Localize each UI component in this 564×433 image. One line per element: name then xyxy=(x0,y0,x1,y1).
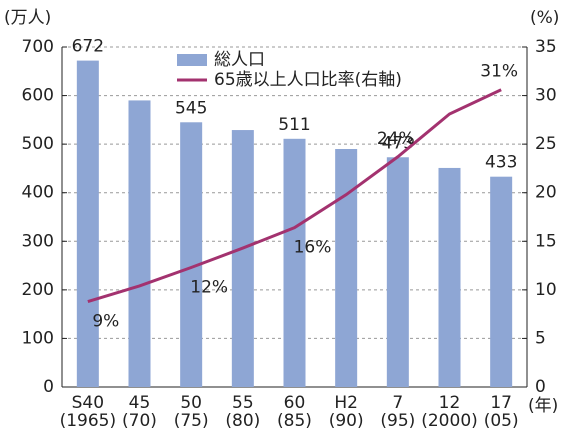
legend-swatch xyxy=(177,54,207,66)
x-tick-label: S40 xyxy=(72,393,104,413)
y-tick-label: 700 xyxy=(22,37,54,57)
y2-unit-label: (%) xyxy=(530,8,559,28)
y-tick-label: 500 xyxy=(22,134,54,154)
bar xyxy=(335,149,358,387)
bar-value-label: 672 xyxy=(72,37,104,57)
x-tick-year: (85) xyxy=(277,411,312,429)
x-unit-label: (年) xyxy=(528,396,558,416)
bar xyxy=(231,130,254,388)
x-tick-label: 50 xyxy=(180,393,202,413)
x-tick-year: (70) xyxy=(122,411,157,429)
bar xyxy=(76,60,99,387)
bar xyxy=(386,157,409,387)
x-tick-year: (80) xyxy=(225,411,260,429)
y2-tick-label: 10 xyxy=(535,280,557,300)
x-tick-year: (2000) xyxy=(421,411,478,429)
y2-tick-label: 5 xyxy=(535,328,546,348)
bar xyxy=(128,100,151,387)
y-unit-label: (万人) xyxy=(4,8,51,28)
x-tick-label: 45 xyxy=(129,393,151,413)
x-tick-year: (75) xyxy=(174,411,209,429)
line-value-label: 31% xyxy=(480,62,518,82)
legend-label: 総人口 xyxy=(214,50,265,70)
x-tick-label: 55 xyxy=(232,393,254,413)
y-tick-label: 300 xyxy=(22,231,54,251)
y2-tick-label: 0 xyxy=(535,377,546,397)
x-tick-year: (1965) xyxy=(60,411,117,429)
bar xyxy=(283,138,306,387)
y2-tick-label: 30 xyxy=(535,86,557,106)
line-value-label: 12% xyxy=(190,278,228,298)
y-tick-label: 400 xyxy=(22,183,54,203)
line-value-label: 16% xyxy=(294,238,332,258)
x-tick-year: (95) xyxy=(380,411,415,429)
bar-value-label: 545 xyxy=(175,98,207,118)
line xyxy=(87,88,502,303)
x-tick-year: (90) xyxy=(329,411,364,429)
y2-tick-label: 15 xyxy=(535,231,557,251)
bar xyxy=(490,176,513,387)
x-tick-label: H2 xyxy=(334,393,358,413)
bar xyxy=(180,122,203,388)
line-value-label: 24% xyxy=(377,129,415,149)
y2-tick-label: 25 xyxy=(535,134,557,154)
x-tick-label: 7 xyxy=(392,393,403,413)
bar-value-label: 433 xyxy=(485,153,517,173)
y-tick-label: 600 xyxy=(22,86,54,106)
line-value-label: 9% xyxy=(92,312,119,332)
legend-label: 65歳以上人口比率(右軸) xyxy=(214,70,402,90)
y2-tick-label: 35 xyxy=(535,37,557,57)
y-tick-label: 200 xyxy=(22,280,54,300)
y-tick-label: 100 xyxy=(22,328,54,348)
bar xyxy=(438,167,461,387)
x-tick-label: 60 xyxy=(284,393,306,413)
y-tick-label: 0 xyxy=(43,377,54,397)
bar-value-label: 511 xyxy=(278,115,310,135)
y2-tick-label: 20 xyxy=(535,183,557,203)
x-tick-year: (05) xyxy=(484,411,519,429)
x-tick-label: 17 xyxy=(490,393,512,413)
x-tick-label: 12 xyxy=(439,393,461,413)
